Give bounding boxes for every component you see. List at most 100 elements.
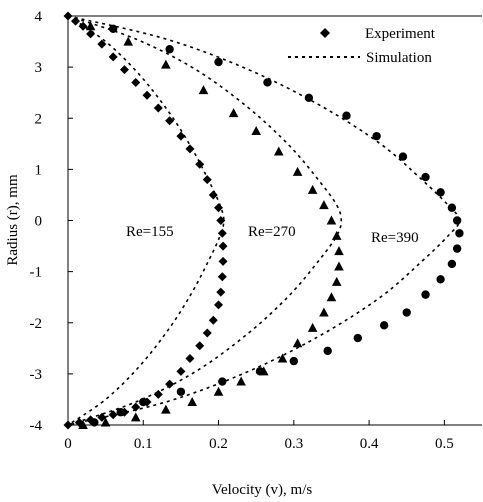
data-point-triangle: [187, 396, 197, 406]
simulation-curve: [67, 15, 343, 426]
data-point-circle: [372, 131, 381, 141]
data-point-diamond: [97, 39, 107, 49]
data-point-diamond: [208, 190, 218, 200]
legend: Experiment Simulation: [288, 26, 436, 66]
annotations: Re=155 Re=270 Re=390: [126, 224, 419, 246]
data-point-triangle: [326, 292, 337, 302]
data-point-diamond: [217, 272, 227, 282]
data-point-circle: [421, 172, 430, 182]
data-point-diamond: [214, 203, 224, 213]
data-point-triangle: [85, 21, 96, 31]
axes: [67, 15, 482, 426]
data-point-diamond: [165, 116, 175, 126]
data-point-circle: [452, 244, 462, 253]
data-point-circle: [447, 203, 457, 212]
data-point-triangle: [292, 166, 303, 176]
data-point-diamond: [119, 65, 129, 75]
data-point-circle: [398, 152, 408, 161]
data-point-diamond: [86, 29, 96, 39]
data-point-diamond: [216, 216, 226, 225]
data-point-triangle: [326, 215, 337, 225]
legend-simulation-label: Simulation: [366, 50, 432, 66]
data-point-triangle: [319, 307, 329, 317]
data-point-circle: [421, 290, 430, 299]
data-point-triangle: [123, 36, 134, 46]
data-point-circle: [304, 93, 314, 103]
y-tick-label: 0: [35, 214, 43, 230]
x-tick-label: 0.1: [134, 436, 153, 452]
y-tick-label: 4: [35, 9, 43, 25]
data-point-diamond: [202, 175, 212, 185]
data-point-circle: [436, 188, 445, 197]
data-point-diamond: [195, 341, 205, 351]
annotation-re390: Re=390: [371, 230, 419, 246]
data-point-triangle: [334, 261, 344, 271]
data-point-diamond: [185, 144, 195, 154]
data-point-diamond: [176, 131, 186, 141]
data-point-circle: [323, 346, 332, 356]
x-tick-label: 0.2: [209, 436, 228, 452]
data-point-circle: [214, 57, 223, 67]
data-point-triangle: [228, 108, 239, 118]
x-tick-label: 0.3: [284, 436, 303, 452]
tick-labels: 0 0.1 0.2 0.3 0.4 0.5 4 3 2 1 0 -1 -2 -3 -4: [30, 9, 454, 452]
legend-experiment-label: Experiment: [365, 26, 436, 42]
y-axis-label: Radius (r), mm: [5, 174, 21, 266]
data-point-triangle: [331, 276, 342, 286]
data-point-circle: [379, 321, 389, 330]
data-point-triangle: [331, 230, 342, 240]
data-point-triangle: [161, 404, 171, 414]
y-tick-label: -3: [30, 367, 43, 383]
data-point-triangle: [334, 246, 344, 256]
data-point-circle: [455, 229, 464, 238]
data-point-diamond: [202, 328, 212, 338]
y-tick-label: -4: [30, 418, 43, 434]
y-tick-label: 1: [35, 162, 43, 178]
annotation-re155: Re=155: [126, 224, 174, 240]
y-tick-label: -1: [30, 265, 43, 281]
data-point-diamond: [108, 52, 118, 62]
y-tick-label: 3: [35, 60, 43, 76]
data-point-diamond: [71, 16, 81, 26]
data-point-circle: [165, 45, 174, 54]
data-point-triangle: [319, 200, 329, 210]
data-point-diamond: [218, 241, 228, 251]
data-point-diamond: [108, 410, 118, 420]
simulation-curves: [67, 15, 461, 426]
data-point-triangle: [292, 338, 303, 348]
data-point-diamond: [153, 103, 163, 113]
data-point-diamond: [216, 287, 226, 297]
y-tick-label: -2: [30, 316, 43, 332]
simulation-curve: [67, 15, 461, 426]
data-point-diamond: [131, 77, 141, 87]
data-point-circle: [263, 78, 272, 87]
data-point-triangle: [251, 126, 261, 136]
data-point-triangle: [277, 353, 288, 363]
x-axis-label: Velocity (v), m/s: [212, 482, 313, 498]
data-point-triangle: [213, 386, 224, 396]
data-point-triangle: [198, 85, 209, 95]
data-point-triangle: [236, 376, 246, 386]
data-point-circle: [116, 408, 125, 417]
annotation-re270: Re=270: [248, 224, 296, 240]
data-point-diamond: [195, 159, 205, 169]
data-point-diamond: [217, 228, 227, 238]
data-point-diamond: [208, 315, 218, 325]
data-point-diamond: [218, 256, 228, 266]
data-point-triangle: [307, 184, 318, 194]
data-point-diamond: [176, 366, 186, 376]
tick-layer: [67, 15, 445, 426]
data-point-circle: [342, 111, 351, 120]
data-point-circle: [447, 259, 457, 269]
data-point-diamond: [214, 300, 224, 310]
data-point-circle: [139, 397, 148, 407]
data-point-circle: [108, 24, 118, 33]
data-point-circle: [218, 377, 227, 386]
data-point-circle: [176, 387, 186, 396]
data-point-circle: [255, 367, 265, 376]
data-point-circle: [353, 333, 362, 343]
data-point-circle: [436, 275, 445, 284]
y-tick-label: 2: [35, 111, 43, 127]
data-point-diamond: [142, 90, 152, 100]
data-point-diamond: [153, 389, 163, 399]
